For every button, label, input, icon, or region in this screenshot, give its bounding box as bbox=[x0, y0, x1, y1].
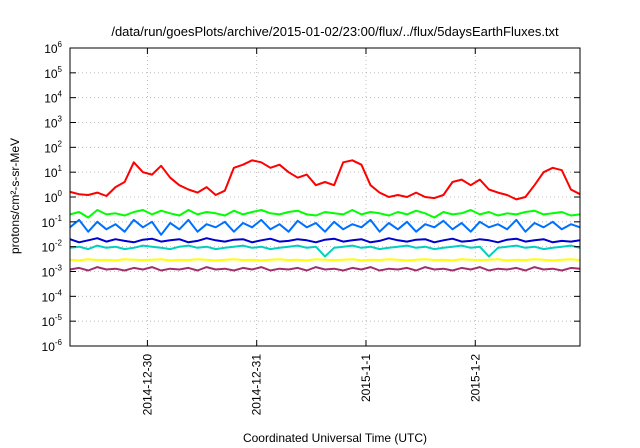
y-tick-exponent: -6 bbox=[55, 338, 63, 347]
y-tick-exponent: 4 bbox=[58, 90, 63, 99]
x-tick-label: 2015-1-1 bbox=[359, 354, 373, 402]
x-tick-label: 2015-1-2 bbox=[468, 354, 482, 402]
y-tick-exponent: -3 bbox=[55, 264, 63, 273]
y-tick-label: 10-6 bbox=[42, 338, 63, 354]
series-line-7 bbox=[69, 266, 581, 272]
x-tick-label: 2014-12-31 bbox=[250, 354, 264, 416]
y-tick-label: 10-5 bbox=[42, 313, 63, 329]
y-tick-exponent: 3 bbox=[58, 115, 63, 124]
y-tick-exponent: -4 bbox=[55, 288, 63, 297]
series-line-4 bbox=[69, 244, 581, 258]
y-tick-label: 102 bbox=[44, 139, 62, 155]
x-tick-labels: 2014-12-30 2014-12-31 2015-1-1 2015-1-2 bbox=[140, 354, 482, 416]
y-tick-labels: 10-610-510-410-310-210-11001011021031041… bbox=[42, 40, 63, 354]
y-tick-exponent: 1 bbox=[58, 164, 63, 173]
axis-ticks bbox=[70, 47, 580, 347]
y-tick-label: 10-2 bbox=[42, 239, 63, 255]
y-tick-label: 105 bbox=[44, 65, 62, 81]
y-tick-label: 104 bbox=[44, 90, 62, 106]
chart-title: /data/run/goesPlots/archive/2015-01-02/2… bbox=[111, 24, 559, 39]
y-tick-label: 10-4 bbox=[42, 288, 63, 304]
series-lines bbox=[69, 159, 581, 272]
y-tick-label: 100 bbox=[44, 189, 62, 205]
series-line-1 bbox=[69, 159, 581, 201]
y-tick-exponent: -2 bbox=[55, 239, 63, 248]
y-tick-exponent: 0 bbox=[58, 189, 63, 198]
x-axis-label: Coordinated Universal Time (UTC) bbox=[243, 431, 427, 445]
y-tick-exponent: 5 bbox=[58, 65, 63, 74]
series-line-3 bbox=[69, 218, 581, 236]
series-line-5 bbox=[69, 237, 581, 244]
y-axis-label: protons/cm²-s-sr-MeV bbox=[8, 138, 22, 254]
y-tick-label: 101 bbox=[44, 164, 62, 180]
y-tick-label: 103 bbox=[44, 115, 62, 131]
y-tick-label: 106 bbox=[44, 40, 62, 56]
y-tick-exponent: 6 bbox=[58, 40, 63, 49]
y-tick-exponent: -1 bbox=[55, 214, 63, 223]
x-tick-label: 2014-12-30 bbox=[140, 354, 154, 416]
y-tick-exponent: -5 bbox=[55, 313, 63, 322]
y-tick-label: 10-3 bbox=[42, 264, 63, 280]
y-tick-label: 10-1 bbox=[42, 214, 63, 230]
series-line-2 bbox=[69, 209, 581, 219]
grid-lines bbox=[70, 48, 580, 346]
series-line-6 bbox=[69, 258, 581, 262]
y-tick-exponent: 2 bbox=[58, 139, 63, 148]
